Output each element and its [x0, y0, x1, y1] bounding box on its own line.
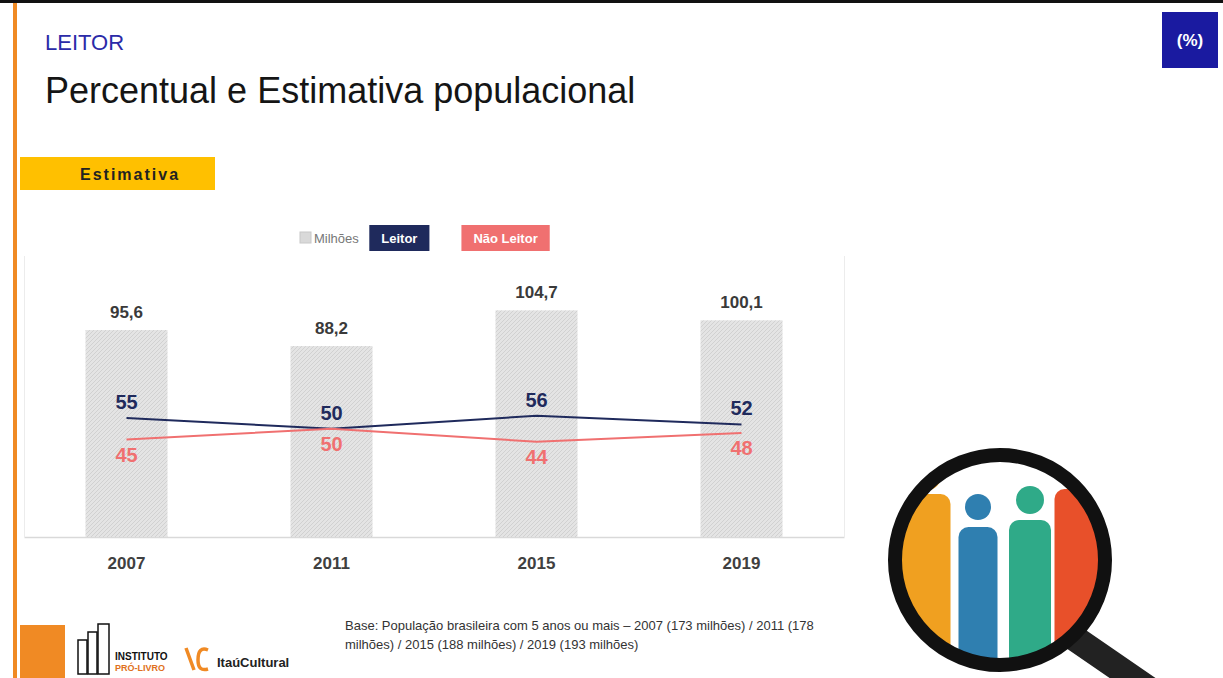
x-tick: 2015 [518, 537, 556, 573]
legend-label: Milhões [314, 231, 359, 246]
legend-item: Milhões [300, 231, 359, 246]
line-label: 55 [115, 391, 137, 413]
y2-axis [844, 256, 845, 537]
x-tick: 2019 [723, 537, 761, 573]
y-axis [24, 256, 25, 537]
title: Percentual e Estimativa populacional [45, 70, 635, 111]
bar [496, 310, 578, 537]
line-label: 56 [525, 389, 547, 411]
logo-text: ItaúCultural [217, 655, 289, 670]
legend-label: Leitor [381, 231, 417, 246]
y-axis-line [24, 256, 25, 537]
data-labels: 95,6 88,2 104,7 100,1 55 50 56 52 45 50 44 48 [110, 283, 763, 467]
legend-swatch [461, 225, 549, 251]
line-label: 45 [115, 444, 137, 466]
logo-text: INSTITUTO [115, 651, 168, 662]
section-tag [20, 157, 215, 190]
legend-item: Não Leitor [461, 225, 549, 251]
line-label: 48 [730, 437, 752, 459]
figure-head [965, 494, 991, 520]
line-label: 50 [320, 433, 342, 455]
unit-badge [1162, 12, 1218, 68]
legend-swatch [300, 232, 311, 243]
chart-canvas: LEITOR Percentual e Estimativa populacion… [0, 0, 1223, 678]
line-2 [127, 429, 742, 442]
line-label: 52 [730, 397, 752, 419]
plot-marks [86, 310, 783, 537]
section-label: Estimativa [80, 166, 180, 183]
bar [291, 346, 373, 537]
x-tick-label: 2019 [723, 554, 761, 573]
bar-label: 95,6 [110, 303, 143, 322]
line-1 [127, 416, 742, 429]
logo-text: PRÓ-LIVRO [115, 662, 165, 673]
footnote: Base: População brasileira com 5 anos ou… [345, 618, 814, 652]
unit-label: (%) [1177, 31, 1203, 50]
bar-label: 104,7 [515, 283, 558, 302]
logo-book [88, 632, 97, 674]
bar-label: 100,1 [720, 293, 763, 312]
x-tick-label: 2011 [313, 554, 350, 573]
x-tick-label: 2007 [108, 554, 146, 573]
bar-label: 88,2 [315, 319, 348, 338]
x-axis: 2007 2011 2015 2019 [25, 537, 845, 573]
logo-icon [78, 624, 109, 674]
line-label: 44 [525, 446, 548, 468]
subtitle: LEITOR [45, 30, 124, 55]
illustration [895, 452, 1150, 678]
top-border [0, 0, 1223, 3]
magnifier-handle [1070, 635, 1150, 678]
footer-accent [20, 625, 65, 678]
magnifier-rim [895, 455, 1105, 665]
legend-item: Leitor [369, 225, 429, 251]
legend: Milhões Leitor Não Leitor [300, 225, 550, 251]
legend-label: Não Leitor [473, 231, 537, 246]
x-tick-label: 2015 [518, 554, 556, 573]
bar [701, 320, 783, 537]
x-tick: 2011 [313, 537, 350, 573]
left-accent [13, 3, 17, 678]
figure-head [1016, 486, 1044, 514]
bar [86, 330, 168, 537]
logo-icon [186, 648, 208, 670]
logo-book [98, 624, 109, 674]
logo-book [78, 640, 87, 674]
x-tick: 2007 [108, 537, 146, 573]
legend-swatch [369, 225, 429, 251]
y2-axis-line [844, 256, 845, 537]
line-label: 50 [320, 402, 342, 424]
